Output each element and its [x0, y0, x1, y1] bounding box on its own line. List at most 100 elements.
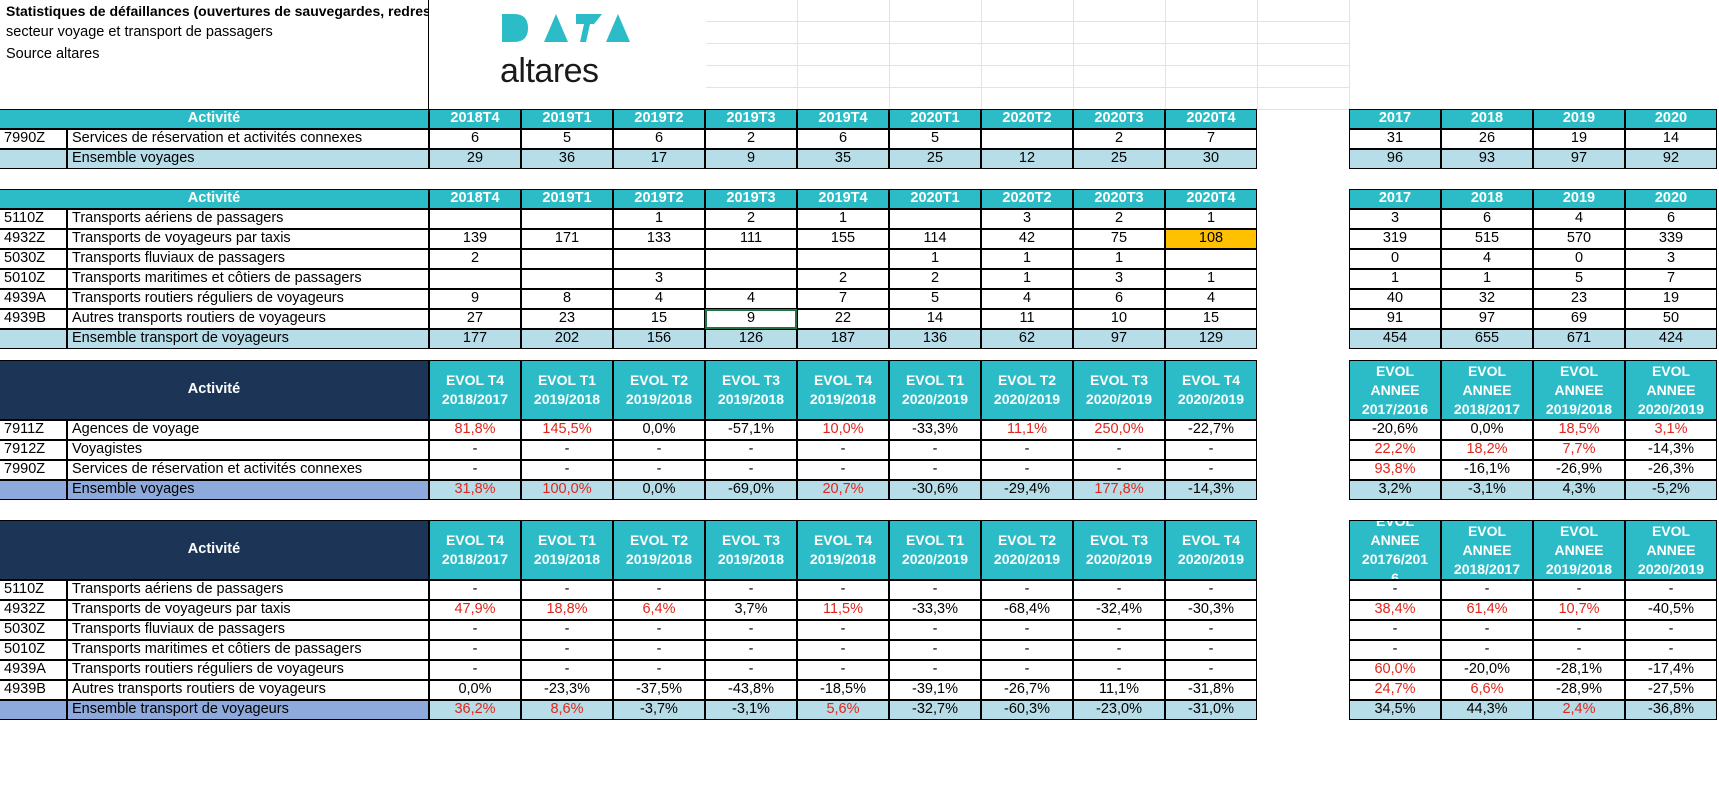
total-label[interactable]: Ensemble voyages	[67, 149, 429, 169]
total-value-cell[interactable]: 20,7%	[797, 480, 889, 500]
value-cell[interactable]: 3	[1073, 269, 1165, 289]
value-cell[interactable]: 1	[1073, 249, 1165, 269]
value-cell[interactable]: 47,9%	[429, 600, 521, 620]
value-cell[interactable]: 111	[705, 229, 797, 249]
year-value-cell[interactable]: 1	[1441, 269, 1533, 289]
header-evol-quarter[interactable]: EVOL T4 2020/2019	[1165, 360, 1257, 420]
year-value-cell[interactable]: -	[1349, 620, 1441, 640]
row-code[interactable]: 4932Z	[0, 229, 67, 249]
value-cell[interactable]: -	[429, 460, 521, 480]
value-cell[interactable]: -	[1073, 660, 1165, 680]
value-cell[interactable]: 4	[613, 289, 705, 309]
value-cell[interactable]: 0,0%	[613, 420, 705, 440]
year-value-cell[interactable]: 6	[1441, 209, 1533, 229]
value-cell[interactable]: 1	[1165, 209, 1257, 229]
value-cell[interactable]: -	[1073, 640, 1165, 660]
header-2020T3[interactable]: 2020T3	[1073, 189, 1165, 209]
value-cell[interactable]: 1	[981, 269, 1073, 289]
row-code[interactable]: 7911Z	[0, 420, 67, 440]
activite-header[interactable]: Activité	[0, 520, 429, 580]
value-cell[interactable]: -	[521, 460, 613, 480]
empty-cell[interactable]	[982, 66, 1074, 88]
total-year-value-cell[interactable]: 655	[1441, 329, 1533, 349]
header-evol-quarter[interactable]: EVOL T4 2018/2017	[429, 520, 521, 580]
value-cell[interactable]: 171	[521, 229, 613, 249]
header-evol-quarter[interactable]: EVOL T2 2019/2018	[613, 520, 705, 580]
year-value-cell[interactable]: 60,0%	[1349, 660, 1441, 680]
empty-cell[interactable]	[1258, 88, 1350, 110]
year-value-cell[interactable]: -	[1441, 580, 1533, 600]
value-cell[interactable]: 9	[705, 309, 797, 329]
value-cell[interactable]: 75	[1073, 229, 1165, 249]
value-cell[interactable]	[521, 249, 613, 269]
year-value-cell[interactable]: 32	[1441, 289, 1533, 309]
value-cell[interactable]: 2	[797, 269, 889, 289]
value-cell[interactable]: 8	[521, 289, 613, 309]
header-evol-year[interactable]: EVOL ANNEE 2019/2018	[1533, 360, 1625, 420]
row-label[interactable]: Transports aériens de passagers	[67, 580, 429, 600]
header-evol-quarter[interactable]: EVOL T4 2019/2018	[797, 360, 889, 420]
year-value-cell[interactable]: -	[1533, 620, 1625, 640]
header-year-2020[interactable]: 2020	[1625, 189, 1717, 209]
empty-cell[interactable]	[982, 0, 1074, 22]
total-value-cell[interactable]: 29	[429, 149, 521, 169]
year-value-cell[interactable]: -27,5%	[1625, 680, 1717, 700]
value-cell[interactable]: -32,4%	[1073, 600, 1165, 620]
empty-cell[interactable]	[982, 88, 1074, 110]
year-value-cell[interactable]: 1	[1349, 269, 1441, 289]
year-value-cell[interactable]: 3,1%	[1625, 420, 1717, 440]
value-cell[interactable]: -	[429, 640, 521, 660]
total-value-cell[interactable]: 177	[429, 329, 521, 349]
empty-cell[interactable]	[1074, 88, 1166, 110]
value-cell[interactable]: -	[889, 580, 981, 600]
value-cell[interactable]	[705, 249, 797, 269]
value-cell[interactable]: -	[1165, 460, 1257, 480]
value-cell[interactable]: -	[521, 440, 613, 460]
empty-cell[interactable]	[1074, 22, 1166, 44]
value-cell[interactable]: -	[981, 440, 1073, 460]
year-value-cell[interactable]: -	[1349, 640, 1441, 660]
total-value-cell[interactable]: 156	[613, 329, 705, 349]
value-cell[interactable]: 22	[797, 309, 889, 329]
header-evol-quarter[interactable]: EVOL T4 2018/2017	[429, 360, 521, 420]
value-cell[interactable]: 6	[1073, 289, 1165, 309]
year-value-cell[interactable]: 7	[1625, 269, 1717, 289]
row-code[interactable]: 4939B	[0, 680, 67, 700]
value-cell[interactable]: 27	[429, 309, 521, 329]
header-evol-quarter[interactable]: EVOL T3 2020/2019	[1073, 520, 1165, 580]
value-cell[interactable]: 3	[981, 209, 1073, 229]
empty-cell[interactable]	[890, 0, 982, 22]
value-cell[interactable]: -	[889, 440, 981, 460]
empty-cell[interactable]	[798, 44, 890, 66]
header-year-2019[interactable]: 2019	[1533, 189, 1625, 209]
value-cell[interactable]: 2	[705, 209, 797, 229]
value-cell[interactable]: -37,5%	[613, 680, 705, 700]
year-value-cell[interactable]: -28,1%	[1533, 660, 1625, 680]
total-year-value-cell[interactable]: 93	[1441, 149, 1533, 169]
value-cell[interactable]: -	[613, 660, 705, 680]
header-evol-quarter[interactable]: EVOL T3 2019/2018	[705, 520, 797, 580]
value-cell[interactable]: -	[705, 660, 797, 680]
value-cell[interactable]: -	[1073, 620, 1165, 640]
value-cell[interactable]: 2	[1073, 129, 1165, 149]
total-year-value-cell[interactable]: 3,2%	[1349, 480, 1441, 500]
value-cell[interactable]: -	[1165, 580, 1257, 600]
year-value-cell[interactable]: 6,6%	[1441, 680, 1533, 700]
total-value-cell[interactable]: 8,6%	[521, 700, 613, 720]
header-2019T2[interactable]: 2019T2	[613, 189, 705, 209]
empty-cell[interactable]	[1258, 66, 1350, 88]
header-evol-year[interactable]: EVOL ANNEE 2020/2019	[1625, 360, 1717, 420]
header-year-2018[interactable]: 2018	[1441, 189, 1533, 209]
total-value-cell[interactable]: -31,0%	[1165, 700, 1257, 720]
year-value-cell[interactable]: 18,2%	[1441, 440, 1533, 460]
header-2019T3[interactable]: 2019T3	[705, 189, 797, 209]
value-cell[interactable]: 3	[613, 269, 705, 289]
empty-cell[interactable]	[1074, 44, 1166, 66]
value-cell[interactable]: 108	[1165, 229, 1257, 249]
empty-cell[interactable]	[798, 0, 890, 22]
value-cell[interactable]: -	[521, 660, 613, 680]
empty-cell[interactable]	[706, 44, 798, 66]
empty-cell[interactable]	[1258, 0, 1350, 22]
value-cell[interactable]: -	[1165, 440, 1257, 460]
